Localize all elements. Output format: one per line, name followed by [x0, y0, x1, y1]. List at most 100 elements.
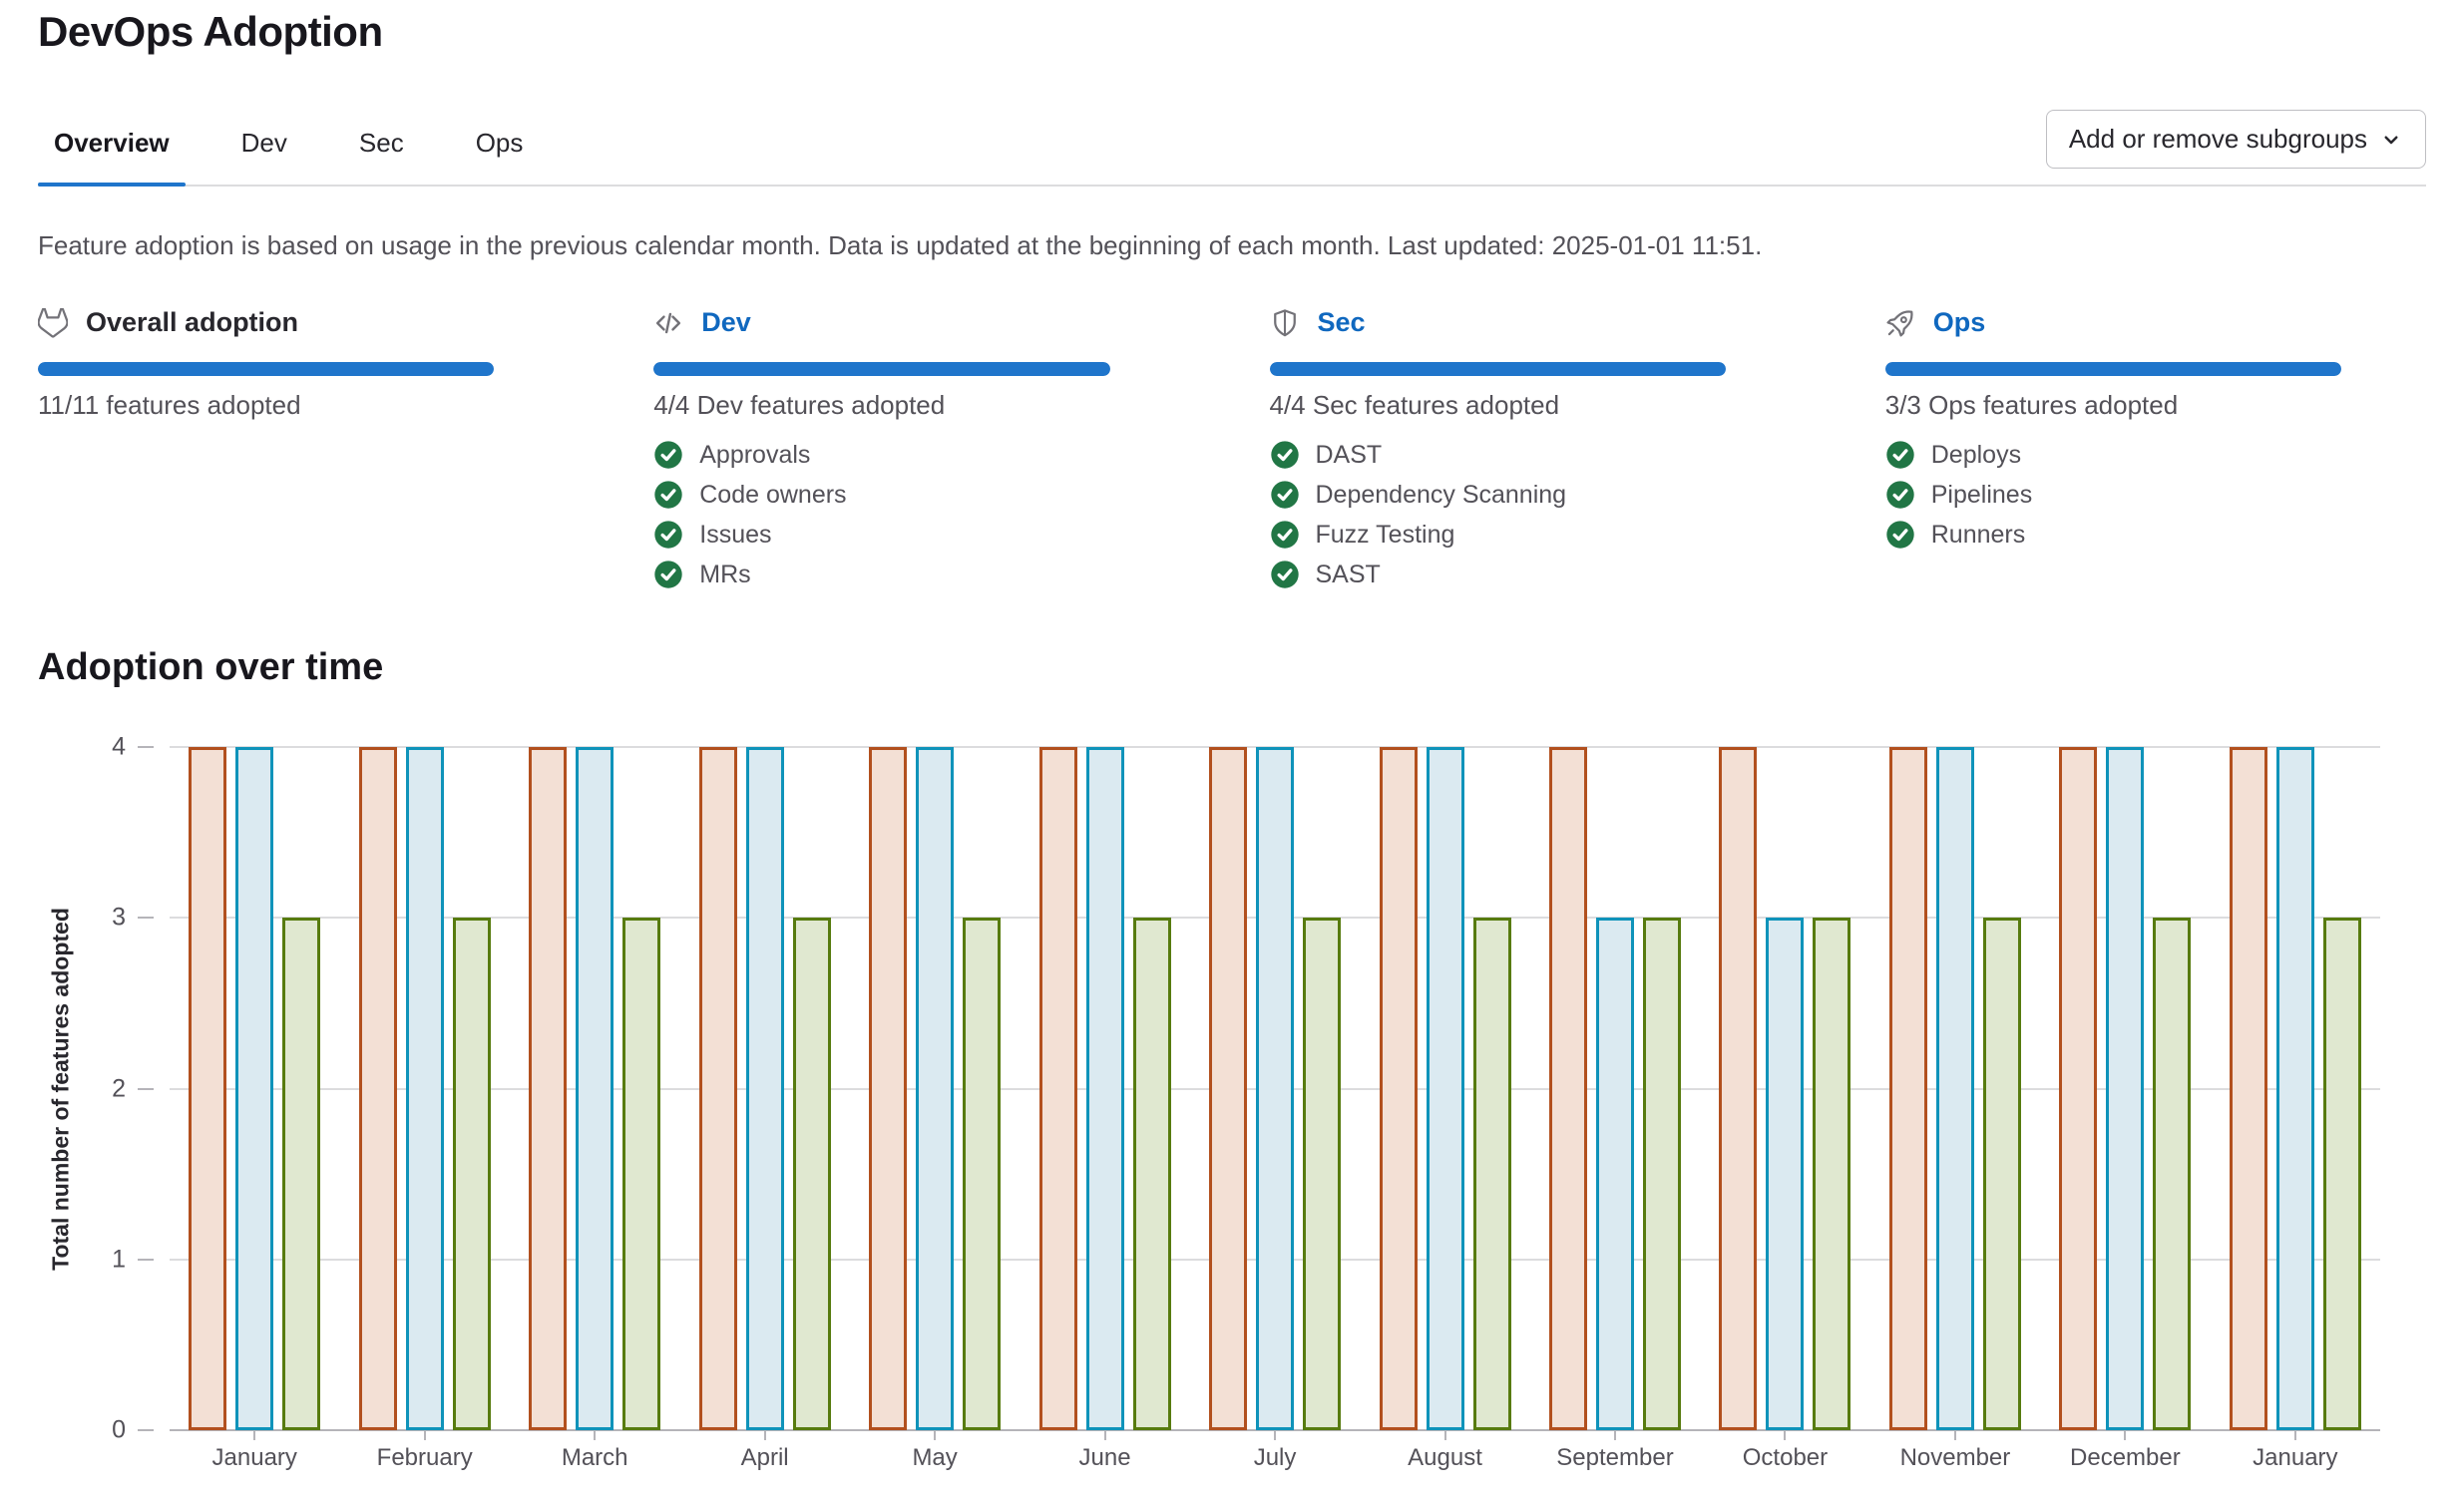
x-label-july-6: July: [1190, 1430, 1360, 1472]
y-tick-label-2: 2: [112, 1074, 126, 1102]
tab-sec[interactable]: Sec: [343, 118, 420, 185]
check-circle-icon: [1270, 520, 1300, 550]
chevron-down-icon: [2384, 135, 2398, 144]
bar-sec-july-6[interactable]: [1256, 747, 1295, 1430]
bar-ops-october-9[interactable]: [1813, 918, 1851, 1430]
feature-item-runners: Runners: [1885, 515, 2381, 555]
adoption-progress-fill: [1884, 362, 2342, 376]
feature-item-issues: Issues: [653, 515, 1149, 555]
x-label-september-8: September: [1530, 1430, 1700, 1472]
bar-ops-april-3[interactable]: [792, 918, 831, 1430]
bar-dev-may-4[interactable]: [869, 747, 908, 1430]
card-title-overall-adoption: Overall adoption: [86, 307, 299, 337]
bar-ops-march-2[interactable]: [622, 918, 661, 1430]
bar-sec-april-3[interactable]: [745, 747, 784, 1430]
y-tick-label-4: 4: [112, 732, 126, 761]
bar-ops-november-10[interactable]: [1982, 918, 2021, 1430]
y-axis-title: Total number of features adopted: [47, 907, 74, 1271]
adoption-card-dev: Dev 4/4 Dev features adopted Approvals Code…: [653, 307, 1149, 594]
bar-group-september-8: [1530, 747, 1700, 1430]
bar-dev-january-0[interactable]: [189, 747, 227, 1430]
feature-label: DAST: [1315, 440, 1383, 469]
bar-sec-february-1[interactable]: [405, 747, 444, 1430]
bar-dev-march-2[interactable]: [529, 747, 568, 1430]
x-label-april-3: April: [679, 1430, 849, 1472]
rocket-icon: [1885, 308, 1915, 338]
bar-sec-march-2[interactable]: [576, 747, 615, 1430]
bar-dev-june-5[interactable]: [1038, 747, 1077, 1430]
page-title: DevOps Adoption: [38, 8, 383, 55]
bar-ops-may-4[interactable]: [963, 918, 1002, 1430]
bar-dev-april-3[interactable]: [698, 747, 737, 1430]
x-label-november-10: November: [1870, 1430, 2040, 1472]
bar-sec-october-9[interactable]: [1766, 918, 1805, 1430]
adoption-summary: 4/4 Dev features adopted: [653, 390, 946, 420]
y-tick-label-3: 3: [112, 903, 126, 932]
bar-sec-january-12[interactable]: [2275, 747, 2314, 1430]
bar-dev-december-11[interactable]: [2059, 747, 2098, 1430]
y-tick-label-1: 1: [112, 1245, 126, 1274]
adoption-progress-bar: [1884, 362, 2342, 376]
feature-item-sast: SAST: [1270, 555, 1766, 594]
bar-group-may-4: [850, 747, 1020, 1430]
y-tick-mark: [138, 1429, 154, 1431]
card-header: Overall adoption: [37, 306, 534, 338]
bar-ops-december-11[interactable]: [2153, 918, 2192, 1430]
bar-ops-july-6[interactable]: [1303, 918, 1342, 1430]
y-axis: 0 1 2 3 4: [84, 733, 170, 1444]
card-title-sec[interactable]: Sec: [1317, 307, 1366, 337]
add-or-remove-subgroups-button[interactable]: Add or remove subgroups: [2045, 110, 2426, 169]
bar-sec-november-10[interactable]: [1935, 747, 1974, 1430]
bar-group-august-7: [1360, 747, 1529, 1430]
check-circle-icon: [1885, 480, 1915, 510]
bar-group-january-0: [170, 747, 339, 1430]
tab-dev[interactable]: Dev: [225, 118, 303, 185]
tab-overview[interactable]: Overview: [38, 118, 186, 187]
bar-dev-january-12[interactable]: [2229, 747, 2267, 1430]
card-title-dev[interactable]: Dev: [701, 307, 751, 337]
bar-dev-february-1[interactable]: [358, 747, 397, 1430]
bar-sec-september-8[interactable]: [1595, 918, 1634, 1430]
feature-item-approvals: Approvals: [653, 435, 1149, 475]
bar-dev-september-8[interactable]: [1548, 747, 1587, 1430]
bar-sec-june-5[interactable]: [1085, 747, 1124, 1430]
feature-label: Deploys: [1930, 440, 2022, 469]
adoption-summary: 3/3 Ops features adopted: [1884, 390, 2179, 420]
check-circle-icon: [653, 520, 683, 550]
tanuki-icon: [37, 306, 69, 338]
bar-ops-september-8[interactable]: [1642, 918, 1681, 1430]
feature-label: Code owners: [699, 480, 847, 509]
adoption-card-sec: Sec 4/4 Sec features adopted DAST Dependenc…: [1269, 307, 1766, 594]
feature-item-dependency-scanning: Dependency Scanning: [1270, 475, 1766, 515]
feature-item-dast: DAST: [1270, 435, 1766, 475]
bar-ops-august-7[interactable]: [1472, 918, 1511, 1430]
bar-dev-july-6[interactable]: [1209, 747, 1248, 1430]
bar-dev-november-10[interactable]: [1888, 747, 1927, 1430]
bar-sec-january-0[interactable]: [235, 747, 274, 1430]
bar-sec-may-4[interactable]: [916, 747, 955, 1430]
bar-dev-august-7[interactable]: [1379, 747, 1418, 1430]
x-label-june-5: June: [1020, 1430, 1189, 1472]
adoption-over-time-heading: Adoption over time: [38, 646, 384, 688]
bar-ops-january-12[interactable]: [2322, 918, 2361, 1430]
feature-item-deploys: Deploys: [1885, 435, 2381, 475]
bar-sec-december-11[interactable]: [2106, 747, 2145, 1430]
bar-group-july-6: [1190, 747, 1360, 1430]
bar-dev-october-9[interactable]: [1719, 747, 1758, 1430]
bar-ops-february-1[interactable]: [452, 918, 491, 1430]
check-circle-icon: [1885, 520, 1915, 550]
adoption-summary: 11/11 features adopted: [38, 390, 301, 420]
check-circle-icon: [653, 560, 683, 589]
bar-ops-january-0[interactable]: [282, 918, 321, 1430]
feature-list: Deploys Pipelines Runners: [1885, 435, 2381, 555]
feature-adoption-info-text: Feature adoption is based on usage in th…: [38, 230, 1763, 260]
adoption-card-overall-adoption: Overall adoption 11/11 features adopted: [37, 306, 534, 594]
bar-ops-june-5[interactable]: [1132, 918, 1171, 1430]
x-label-august-7: August: [1360, 1430, 1529, 1472]
tab-ops[interactable]: Ops: [460, 118, 540, 185]
card-title-ops[interactable]: Ops: [1932, 307, 1986, 337]
bar-sec-august-7[interactable]: [1426, 747, 1464, 1430]
y-axis-title-column: Total number of features adopted: [38, 747, 84, 1430]
feature-label: SAST: [1315, 560, 1381, 588]
y-tick-label-0: 0: [112, 1415, 126, 1444]
